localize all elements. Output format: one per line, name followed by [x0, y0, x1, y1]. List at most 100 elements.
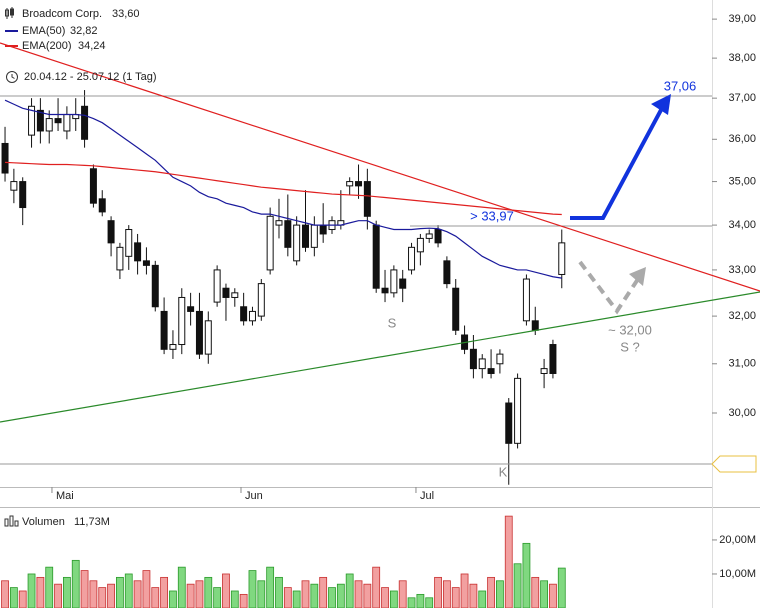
volume-bar — [407, 597, 416, 608]
volume-bar — [239, 593, 248, 608]
volume-bar — [169, 590, 177, 608]
y-tick-label: 36,00 — [728, 133, 756, 145]
clock-hands — [11, 74, 15, 79]
volume-bar — [487, 576, 495, 608]
y-tick-label: 39,00 — [728, 13, 756, 25]
volume-bar — [230, 590, 239, 608]
candle-body — [434, 229, 442, 244]
volume-bar — [416, 593, 425, 608]
volume-bar — [98, 587, 107, 608]
volume-bar — [18, 590, 27, 608]
volume-bar — [9, 587, 18, 608]
volume-bar — [522, 542, 531, 608]
legend-value: 33,60 — [112, 8, 140, 20]
volume-bar — [177, 566, 186, 608]
legend-label: Volumen — [22, 516, 65, 528]
candle-body — [416, 237, 424, 253]
volume-bar — [557, 567, 566, 608]
volume-bar — [275, 576, 283, 608]
volume-bar — [372, 566, 381, 608]
volume-bar — [283, 587, 292, 608]
y-tick-label: 31,00 — [728, 358, 756, 370]
candle-body — [496, 353, 504, 365]
y-tick-label: 35,00 — [728, 175, 756, 187]
candle-body — [284, 220, 292, 248]
candle-body — [28, 105, 36, 136]
volume-bar — [151, 587, 160, 608]
candle-body — [169, 344, 177, 350]
candle-body — [522, 278, 530, 322]
candle-body — [346, 181, 354, 187]
candle-body — [195, 310, 203, 355]
candle-body — [549, 344, 557, 374]
volume-bar — [531, 576, 540, 608]
candle-body — [10, 181, 18, 191]
candle-body — [213, 269, 221, 303]
candle-body — [231, 292, 239, 298]
candle-body — [301, 224, 309, 248]
candle-body — [98, 198, 106, 213]
candle-body — [390, 269, 398, 294]
volume-bar — [107, 583, 115, 608]
annotation: 37,06 — [664, 78, 697, 93]
volume-bar — [345, 573, 354, 608]
candle-body — [558, 242, 566, 275]
volume-bar — [54, 583, 62, 608]
volume-bar — [425, 597, 434, 608]
annotation: S ? — [620, 339, 640, 354]
candle-icon — [5, 7, 14, 19]
candle-body — [531, 320, 539, 331]
candle-body — [266, 215, 274, 271]
trend-line — [0, 42, 760, 292]
legend-value: 32,82 — [70, 25, 98, 37]
annotation: ~ 32,00 — [608, 322, 652, 337]
legend-label: EMA(200) — [22, 40, 72, 52]
candle-body — [19, 181, 27, 209]
candle-body — [381, 287, 389, 294]
candle-body — [469, 348, 477, 370]
volume-bar — [45, 566, 54, 608]
volume-bar — [257, 580, 266, 608]
volume-bar — [213, 587, 222, 608]
trend-line — [0, 291, 760, 423]
y-tick-label: 10,00M — [719, 568, 756, 580]
volume-bar — [469, 583, 478, 608]
y-tick-label: 20,00M — [719, 534, 756, 546]
volume-bar — [160, 576, 169, 608]
annotation: > 33,97 — [470, 208, 514, 223]
legend-value: 34,24 — [78, 40, 106, 52]
candle-body — [478, 358, 486, 370]
y-tick-label: 33,00 — [728, 264, 756, 276]
candle-body — [54, 118, 62, 124]
candle-body — [45, 118, 53, 132]
volume-bar — [381, 587, 389, 608]
candle-body — [399, 278, 407, 289]
volume-bar — [292, 590, 301, 608]
volume-bar — [142, 570, 151, 608]
y-tick-label: 38,00 — [728, 52, 756, 64]
scenario-arrow — [578, 260, 640, 315]
y-tick-label: 34,00 — [728, 219, 756, 231]
arrow-head — [651, 94, 671, 115]
candle-body — [275, 220, 283, 226]
candle-body — [116, 246, 124, 271]
drawings — [0, 42, 760, 473]
legend: Broadcom Corp. 33,60 EMA(50) 32,82 EMA(2… — [4, 7, 157, 528]
plot-area: 29,0030,0031,0032,0033,0034,0035,0036,00… — [1, 13, 756, 608]
candle-body — [505, 402, 513, 444]
candle-body — [372, 224, 380, 289]
candle-body — [134, 242, 142, 262]
volume-bar — [442, 580, 451, 608]
volume-bar — [124, 573, 133, 608]
ema-line — [4, 99, 562, 279]
volume-bar — [195, 580, 204, 608]
clock-icon — [6, 71, 18, 83]
candle-body — [89, 168, 97, 204]
volume-bar — [133, 580, 142, 608]
x-tick-label: Jul — [420, 490, 434, 502]
volume-bar — [1, 580, 9, 608]
candle-body — [425, 233, 433, 239]
volume-bar — [336, 583, 345, 608]
volume-bar — [451, 587, 460, 608]
volume-bar — [266, 566, 275, 608]
